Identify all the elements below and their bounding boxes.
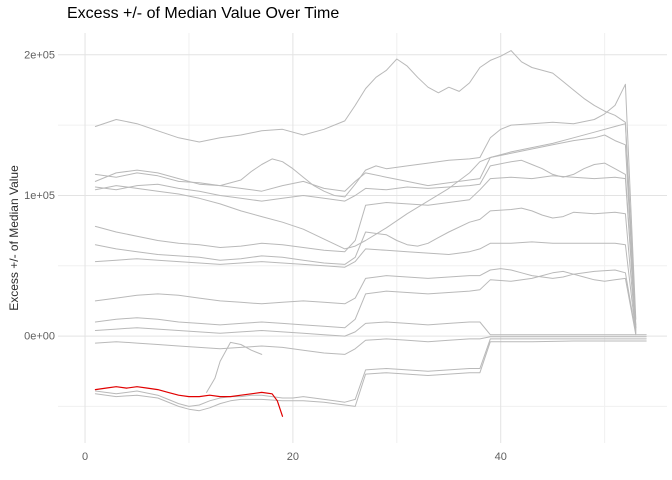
x-tick-label: 20 bbox=[287, 451, 299, 463]
series-line bbox=[94, 321, 647, 337]
series-line bbox=[94, 268, 637, 334]
highlight-series-line bbox=[94, 386, 284, 417]
x-tick-label: 0 bbox=[82, 451, 88, 463]
series-line bbox=[94, 338, 647, 407]
series-line bbox=[206, 341, 263, 393]
series-line bbox=[94, 175, 637, 331]
series-line bbox=[94, 159, 637, 330]
y-tick-label: 2e+05 bbox=[24, 49, 55, 61]
series-line bbox=[94, 207, 637, 333]
series-line bbox=[94, 123, 637, 329]
series-line bbox=[94, 241, 637, 334]
chart-title: Excess +/- of Median Value Over Time bbox=[67, 5, 340, 22]
series-line bbox=[94, 270, 637, 336]
series-line bbox=[94, 83, 637, 320]
series-line bbox=[94, 134, 637, 329]
series-line bbox=[94, 340, 647, 412]
series-line bbox=[94, 336, 647, 355]
y-tick-label: 1e+05 bbox=[24, 190, 55, 202]
y-tick-label: 0e+00 bbox=[24, 331, 55, 343]
x-tick-label: 40 bbox=[495, 451, 507, 463]
series-line bbox=[94, 50, 637, 326]
